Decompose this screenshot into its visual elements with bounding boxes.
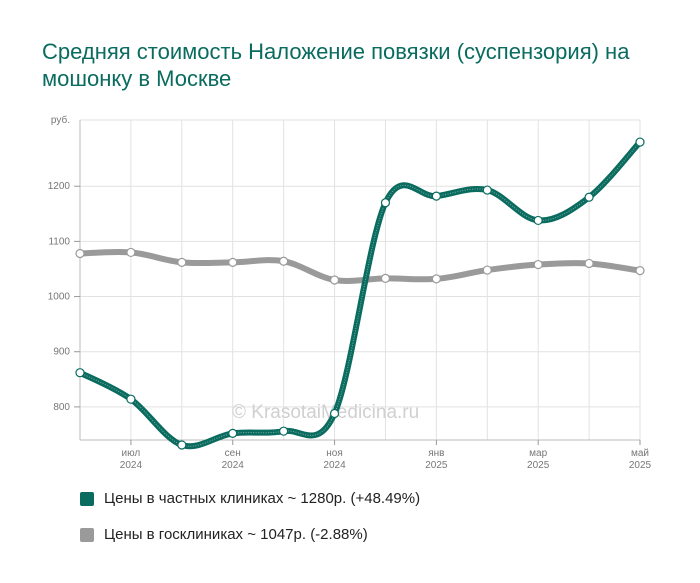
x-tick-month: ноя <box>326 448 343 459</box>
series-lines <box>75 137 645 450</box>
data-point[interactable] <box>431 274 441 284</box>
y-tick-label: 1000 <box>48 292 71 303</box>
data-point[interactable] <box>177 257 187 267</box>
data-point[interactable] <box>228 257 238 267</box>
x-tick-year: 2025 <box>527 460 550 471</box>
data-point[interactable] <box>482 265 492 275</box>
data-point[interactable] <box>329 275 340 285</box>
data-point[interactable] <box>584 258 594 269</box>
y-unit-label: руб. <box>51 114 70 126</box>
data-point[interactable] <box>329 408 340 419</box>
data-point[interactable] <box>177 440 187 450</box>
data-point[interactable] <box>584 192 594 202</box>
chart-title: Средняя стоимость Наложение повязки (сус… <box>42 39 630 91</box>
x-tick-month: май <box>631 448 649 459</box>
data-point[interactable] <box>482 185 492 195</box>
x-tick-year: 2025 <box>629 460 652 471</box>
x-tick-month: мар <box>529 448 547 459</box>
series-line-0 <box>77 139 643 450</box>
y-tick-label: 900 <box>53 347 70 358</box>
x-tick-month: июл <box>122 448 141 459</box>
legend-swatch-public <box>80 527 94 542</box>
data-point[interactable] <box>279 256 289 266</box>
x-tick-year: 2025 <box>425 460 448 471</box>
x-tick-month: янв <box>428 448 444 459</box>
legend-item-private[interactable]: Цены в частных клиниках ~ 1280р. (+48.49… <box>80 490 420 507</box>
data-point[interactable] <box>380 273 391 283</box>
data-point[interactable] <box>75 248 85 259</box>
data-point[interactable] <box>635 266 645 276</box>
legend-label-public: Цены в госклиниках ~ 1047р. (-2.88%) <box>104 526 368 543</box>
legend-item-public[interactable]: Цены в госклиниках ~ 1047р. (-2.88%) <box>80 526 368 543</box>
y-tick-label: 1200 <box>48 181 71 192</box>
data-point[interactable] <box>279 426 289 436</box>
data-point[interactable] <box>533 215 543 226</box>
data-point[interactable] <box>126 247 136 258</box>
x-tick-year: 2024 <box>120 460 143 471</box>
x-tick-year: 2024 <box>222 460 245 471</box>
data-point[interactable] <box>380 198 391 208</box>
y-tick-label: 1100 <box>48 236 70 247</box>
data-point[interactable] <box>533 259 543 270</box>
data-point[interactable] <box>635 137 645 147</box>
data-point[interactable] <box>431 191 441 201</box>
y-tick-label: 800 <box>53 402 70 413</box>
y-axis-ticks: 800 900 1000 1100 1200 руб. <box>48 114 80 413</box>
data-point[interactable] <box>126 394 136 404</box>
series-line-1 <box>77 248 643 284</box>
legend-label-private: Цены в частных клиниках ~ 1280р. (+48.49… <box>104 490 421 507</box>
x-tick-month: сен <box>225 448 241 459</box>
data-point[interactable] <box>75 368 85 378</box>
x-axis-ticks: июл2024сен2024ноя2024янв2025мар2025май20… <box>120 440 652 471</box>
x-tick-year: 2024 <box>323 460 346 471</box>
watermark: © KrasotaiMedicina.ru <box>232 402 419 423</box>
legend-swatch-private <box>80 491 94 506</box>
data-point[interactable] <box>228 428 238 438</box>
